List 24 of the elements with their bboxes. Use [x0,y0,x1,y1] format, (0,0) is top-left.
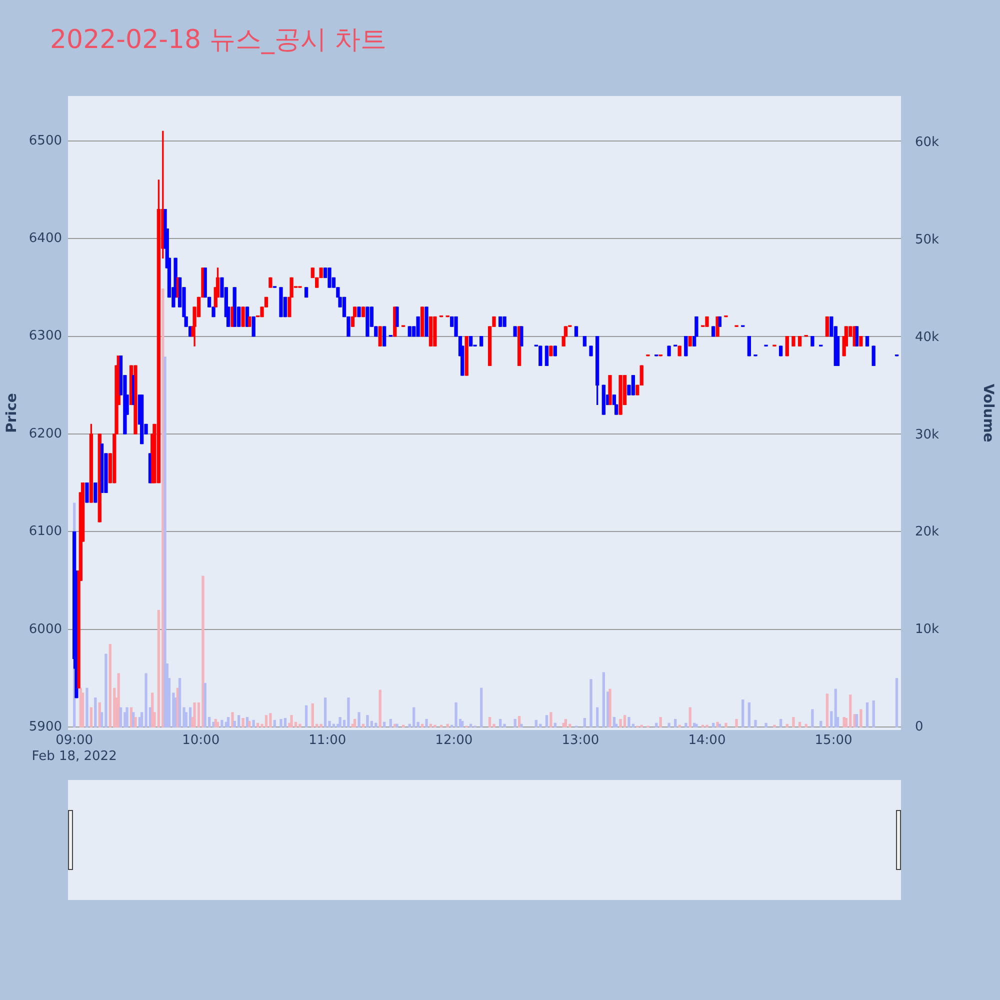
y2-tick-label: 40k [915,330,940,345]
y2-tick-label: 60k [915,135,940,150]
y2-axis-title: Volume [980,384,996,442]
y-tick-label: 5900 [28,719,62,734]
chart-title: 2022-02-18 뉴스_공시 차트 [50,24,387,57]
y2-tick-label: 10k [915,622,940,638]
y-tick-label: 6400 [28,231,62,246]
y-tick-label: 6000 [28,622,62,637]
x-tick-label: 12:00 [435,733,473,748]
x-tick-label: 10:00 [182,733,220,748]
x-tick-label: 11:00 [308,733,346,748]
x-tick-label: 15:00 [814,733,852,748]
y-tick-label: 6200 [28,426,62,442]
y2-tick-label: 0 [915,719,924,734]
y-tick-label: 6300 [28,328,62,344]
x-tick-label: 09:00 Feb 18, 2022 [32,733,117,764]
y-axis-title: Price [4,393,20,433]
y-tick-label: 6500 [28,133,62,148]
x-tick-label: 14:00 [688,733,726,748]
x-tick-label: 13:00 [562,733,600,748]
y2-tick-label: 50k [915,232,940,248]
y2-tick-label: 30k [915,427,940,442]
y-tick-label: 6100 [28,524,62,540]
y2-tick-label: 20k [915,524,940,540]
